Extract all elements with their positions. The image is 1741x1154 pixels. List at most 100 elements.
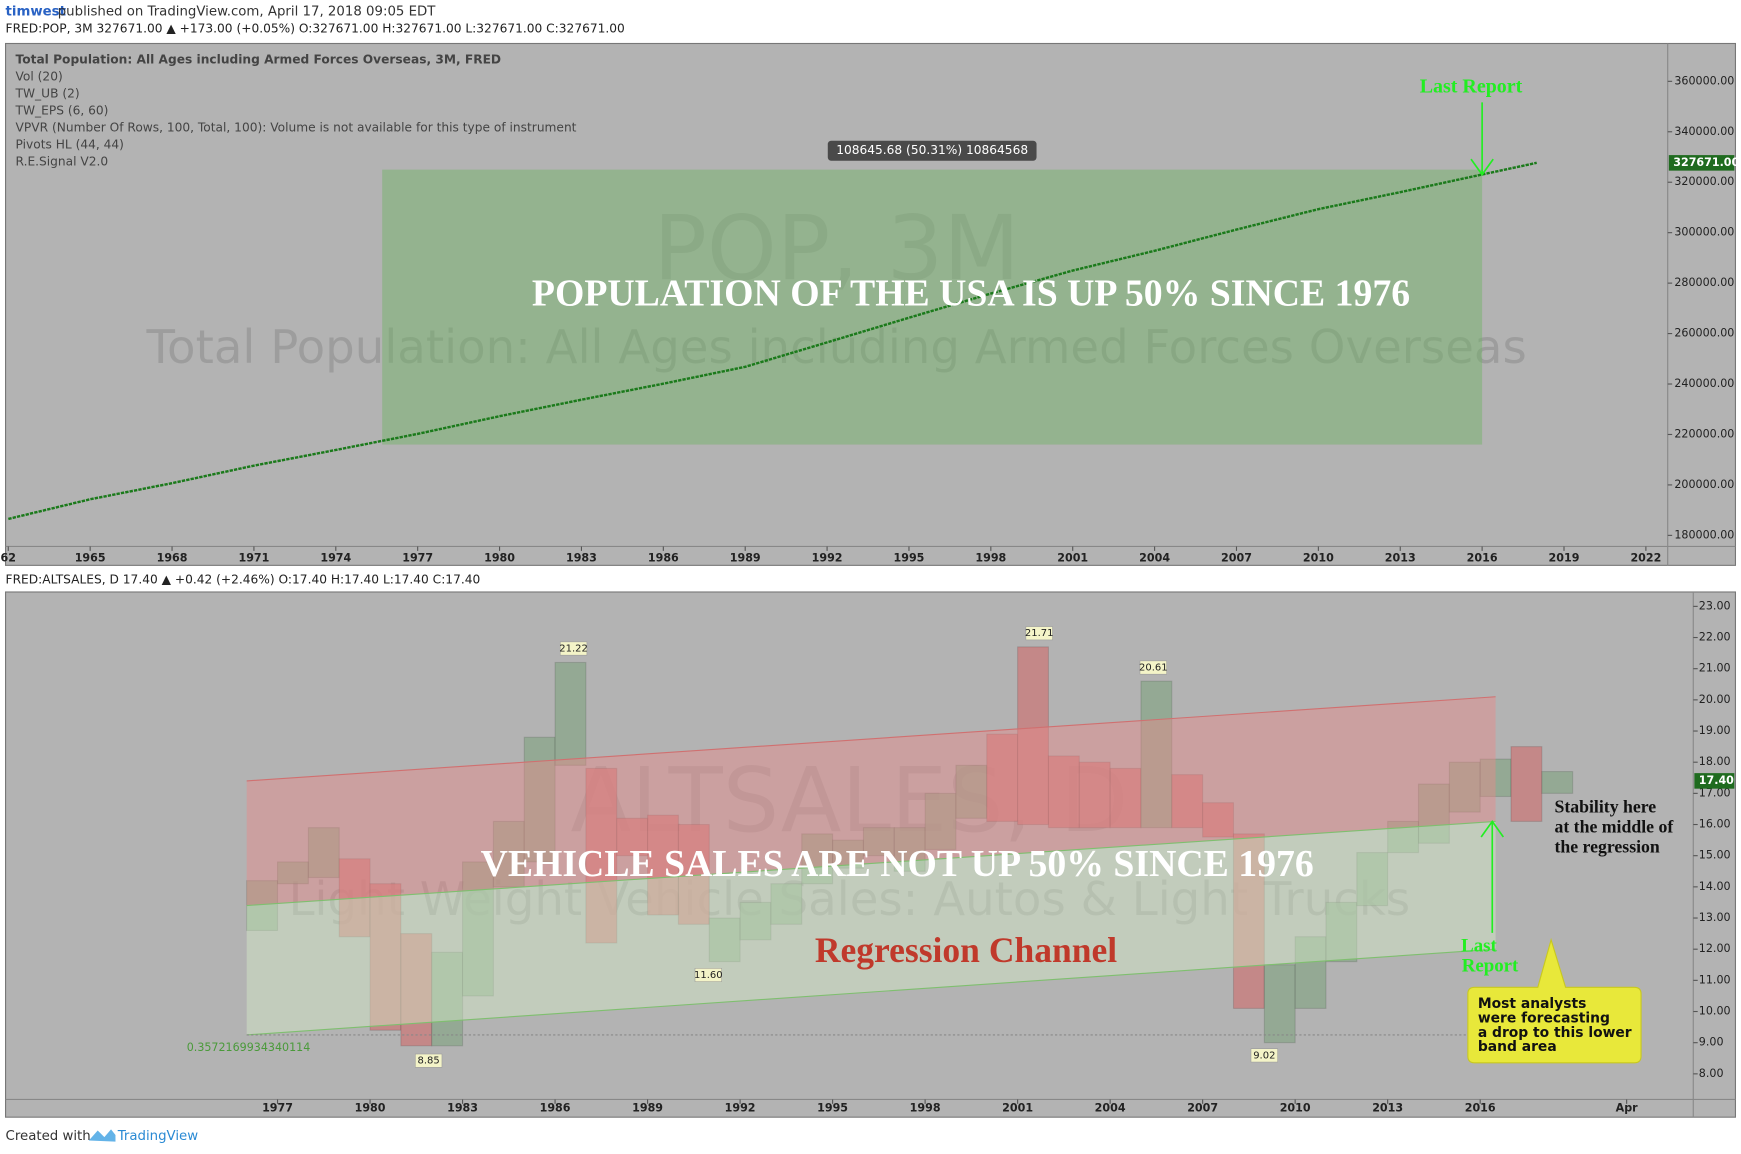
regression-upper-band: [246, 696, 1496, 906]
x-tick-label: 1977: [402, 552, 433, 565]
year-box: [307, 827, 340, 879]
x-tick-label: 1995: [817, 1101, 848, 1114]
y-tick-label: 12.00: [1699, 942, 1731, 955]
x-tick-label: 1980: [484, 552, 515, 565]
last-report-label: Last Report: [1420, 75, 1523, 97]
x-tick-label: 2007: [1221, 552, 1252, 565]
x-tick-label: 2022: [1630, 552, 1661, 565]
x-tick-label: 1989: [632, 1101, 663, 1114]
x-tick-label: 1992: [725, 1101, 756, 1114]
created-with: Created with: [6, 1129, 91, 1144]
year-box: [1171, 774, 1204, 829]
year-box: [955, 764, 988, 819]
measure-label-bg: [827, 140, 1037, 161]
y-tick-label: 200000.00: [1674, 478, 1734, 491]
extreme-label: 21.22: [559, 644, 588, 655]
last-price-label: 327671.00: [1673, 156, 1739, 169]
x-tick-label: 2004: [1139, 552, 1170, 565]
last-report-label: Last: [1461, 936, 1497, 957]
population-line: [8, 161, 1537, 521]
x-tick-label: 1983: [447, 1101, 478, 1114]
x-tick-label: 1998: [975, 552, 1006, 565]
x-tick-label: 1992: [812, 552, 843, 565]
brand-logo[interactable]: [88, 1129, 116, 1142]
x-tick-label: 1971: [238, 552, 269, 565]
y-tick-label: 17.00: [1699, 786, 1731, 799]
indicator-legend: Pivots HL (44, 44): [16, 138, 124, 152]
x-tick-label: 1995: [894, 552, 925, 565]
callout-text: Most analysts: [1478, 996, 1586, 1012]
extreme-label-bg: [415, 1053, 443, 1068]
last-report-label: Report: [1462, 956, 1519, 977]
y-tick-label: 340000.00: [1674, 125, 1734, 138]
x-tick-label: 1986: [648, 552, 679, 565]
year-box: [431, 951, 464, 1047]
x-tick-label: 2013: [1372, 1101, 1403, 1114]
year-box: [400, 933, 433, 1047]
y-tick-label: 9.00: [1699, 1036, 1724, 1049]
year-box: [1510, 746, 1543, 822]
y-tick-label: 22.00: [1699, 631, 1731, 644]
stability-note: the regression: [1554, 837, 1659, 857]
last-report-arrow: [1470, 102, 1494, 177]
x-tick-label: 1980: [355, 1101, 386, 1114]
year-box: [616, 817, 649, 857]
extreme-label-bg: [1250, 1048, 1278, 1063]
year-box: [1541, 770, 1574, 794]
x-tick-label: 2010: [1280, 1101, 1311, 1114]
x-tick-label: 2016: [1465, 1101, 1496, 1114]
y-tick-label: 20.00: [1699, 693, 1731, 706]
indicator-legend: VPVR (Number Of Rows, 100, Total, 100): …: [16, 121, 577, 135]
y-tick-label: 15.00: [1699, 849, 1731, 862]
y-tick-label: 21.00: [1699, 662, 1731, 675]
regression-line: [246, 820, 1496, 907]
watermark-symbol: POP, 3M: [653, 197, 1020, 300]
year-box: [1325, 901, 1358, 963]
extreme-label-bg: [694, 968, 722, 982]
y-tick-label: 180000.00: [1674, 528, 1734, 541]
x-tick-label: 1986: [540, 1101, 571, 1114]
x-tick-label: 2019: [1549, 552, 1580, 565]
x-tick-label: 1974: [320, 552, 351, 565]
y-tick-label: 16.00: [1699, 818, 1731, 831]
brand[interactable]: TradingView: [117, 1129, 199, 1144]
published: published on TradingView.com, April 17, …: [58, 4, 437, 19]
stability-note: Stability here: [1554, 797, 1656, 817]
year-box: [1356, 852, 1389, 907]
extreme-label: 20.61: [1139, 663, 1168, 674]
y-tick-label: 320000.00: [1674, 175, 1734, 188]
year-box: [1479, 758, 1512, 798]
year-box: [554, 661, 587, 766]
y-tick-label: 10.00: [1699, 1005, 1731, 1018]
headline: POPULATION OF THE USA IS UP 50% SINCE 19…: [532, 273, 1410, 315]
regression-line: [246, 696, 1496, 782]
year-box: [523, 736, 556, 863]
y-tick-label: 14.00: [1699, 880, 1731, 893]
year-box: [801, 833, 834, 885]
symbol-line: FRED:ALTSALES, D 17.40 ▲ +0.42 (+2.46%) …: [6, 572, 481, 586]
chart-panel: FRED:ALTSALES, D 17.40 ▲ +0.42 (+2.46%) …: [4, 572, 1737, 1118]
headline: VEHICLE SALES ARE NOT UP 50% SINCE 1976: [481, 843, 1314, 885]
panel-frame: [4, 42, 1737, 566]
x-tick-label: 2016: [1467, 552, 1498, 565]
extreme-label: 21.71: [1025, 628, 1054, 639]
y-tick-label: 360000.00: [1674, 74, 1734, 87]
callout-text: were forecasting: [1478, 1010, 1610, 1026]
year-box: [770, 883, 803, 925]
year-box: [924, 792, 957, 851]
year-box: [1263, 964, 1296, 1044]
watermark-description: Total Population: All Ages including Arm…: [145, 320, 1526, 374]
extreme-label: 9.02: [1253, 1050, 1275, 1061]
chart-panel: FRED:POP, 3M 327671.00 ▲ +173.00 (+0.05%…: [1, 22, 1740, 566]
author[interactable]: timwest: [6, 4, 67, 19]
y-tick-label: 260000.00: [1674, 327, 1734, 340]
last-report-arrow: [1480, 819, 1505, 933]
stability-note: at the middle of: [1554, 817, 1674, 837]
y-tick-label: 280000.00: [1674, 276, 1734, 289]
y-tick-label: 300000.00: [1674, 226, 1734, 239]
year-box: [461, 861, 494, 997]
year-box: [1294, 936, 1327, 1009]
indicator-legend: Total Population: All Ages including Arm…: [16, 53, 502, 67]
x-tick-label: 2013: [1385, 552, 1416, 565]
